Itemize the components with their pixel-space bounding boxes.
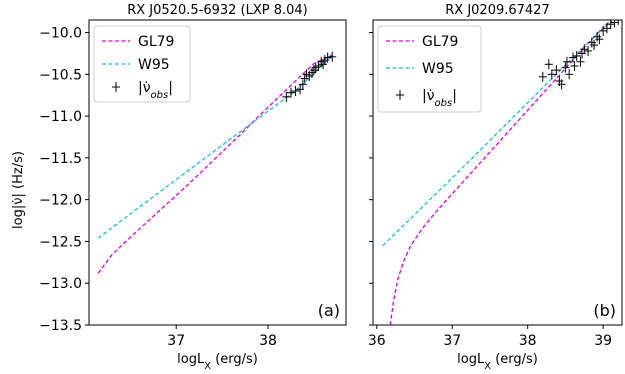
legend-label-obs-a: |ν̇obs| (138, 80, 173, 101)
data-point-b-0 (538, 71, 547, 82)
data-point-b-16 (587, 37, 596, 48)
data-point-b-23 (610, 20, 619, 28)
data-point-a-13 (319, 59, 328, 70)
data-point-a-2 (291, 86, 300, 97)
legend-label-w95-b: W95 (422, 61, 454, 77)
data-point-b-13 (578, 48, 587, 59)
data-point-a-12 (317, 56, 326, 67)
data-point-a-8 (308, 67, 317, 78)
legend-label-w95-a: W95 (138, 57, 170, 73)
data-point-a-9 (309, 65, 318, 76)
data-point-b-22 (606, 20, 615, 30)
data-point-a-5 (300, 73, 309, 84)
y-tick-label-a-6: −10.5 (39, 67, 82, 83)
y-tick-label-a-4: −11.5 (39, 151, 82, 167)
x-tick-label-b-2: 38 (519, 333, 537, 349)
data-point-b-2 (547, 69, 556, 80)
panel-label-a: (a) (318, 301, 340, 320)
data-point-b-15 (584, 45, 593, 56)
x-tick-label-a-0: 37 (167, 333, 185, 349)
y-tick-label-a-2: −12.5 (39, 234, 82, 250)
x-tick-label-b-1: 37 (443, 333, 461, 349)
data-point-a-0 (282, 91, 291, 102)
data-point-b-10 (570, 60, 579, 71)
data-point-b-6 (561, 62, 570, 73)
legend-label-gl79-a: GL79 (138, 34, 174, 50)
data-point-b-11 (572, 50, 581, 61)
legend-b: GL79 W95 |ν̇obs| (377, 25, 482, 113)
data-point-a-4 (298, 79, 307, 90)
data-point-b-9 (568, 52, 577, 63)
panel-b: RX J0209.67427 36 37 38 39 logLX (erg/s) (b) GL… (368, 3, 623, 372)
data-point-a-1 (286, 87, 295, 98)
plot-area-a (97, 51, 337, 274)
y-tick-label-a-5: −11.0 (39, 109, 82, 125)
series-line-w95-a (97, 55, 333, 239)
data-point-a-16 (328, 51, 337, 62)
data-point-b-8 (565, 69, 574, 80)
data-point-b-19 (595, 34, 604, 45)
plot-frame-a (88, 19, 347, 326)
plot-frame-b (372, 19, 623, 326)
legend-label-obs-b: |ν̇obs| (422, 88, 457, 109)
y-axis-label: log|ν̇| (Hz/s) (11, 151, 26, 229)
data-point-b-5 (557, 79, 566, 90)
data-point-b-14 (580, 44, 589, 55)
y-tick-label-a-3: −12.0 (39, 193, 82, 209)
legend-swatch-obs-b (396, 90, 404, 100)
data-point-b-3 (552, 65, 561, 76)
data-point-b-24 (614, 20, 622, 25)
data-point-b-1 (544, 59, 553, 70)
data-point-b-21 (602, 23, 611, 34)
panel-label-b: (b) (593, 301, 616, 320)
plot-area-b (382, 20, 622, 325)
data-point-b-20 (599, 25, 608, 36)
data-point-b-17 (590, 40, 599, 51)
x-axis-label-a: logLX (erg/s) (177, 352, 258, 372)
x-tick-label-b-0: 36 (368, 333, 386, 349)
x-tick-label-b-3: 39 (594, 333, 612, 349)
legend-a: GL79 W95 |ν̇obs| (93, 25, 191, 103)
chart-title-b: RX J0209.67427 (445, 3, 549, 18)
data-point-a-15 (323, 52, 332, 63)
data-point-a-3 (296, 84, 305, 95)
x-axis-label-b: logLX (erg/s) (457, 352, 538, 372)
data-point-b-12 (576, 56, 585, 67)
x-tick-label-a-1: 38 (259, 333, 277, 349)
panel-a: RX J0520.5-6932 (LXP 8.04) 37 38 −13.5 −13.0… (39, 3, 347, 372)
legend-label-gl79-b: GL79 (422, 34, 458, 50)
y-tick-label-a-1: −13.0 (39, 276, 82, 292)
y-tick-label-a-0: −13.5 (39, 318, 82, 334)
chart-title-a: RX J0520.5-6932 (LXP 8.04) (127, 3, 308, 18)
y-tick-label-a-7: −10.0 (39, 26, 82, 42)
data-point-b-7 (562, 56, 571, 67)
series-line-gl79-a (97, 54, 333, 274)
legend-swatch-obs-a (112, 82, 120, 92)
